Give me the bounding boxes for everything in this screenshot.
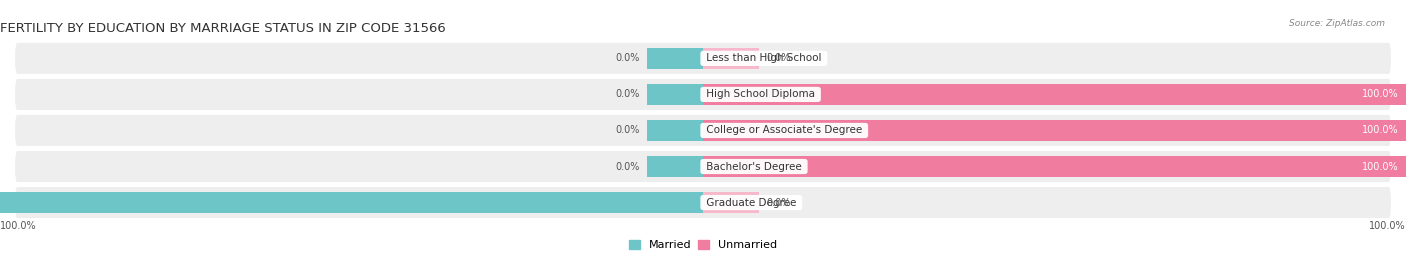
Text: 100.0%: 100.0% bbox=[0, 221, 37, 231]
Text: 0.0%: 0.0% bbox=[766, 197, 790, 208]
FancyBboxPatch shape bbox=[14, 186, 1392, 219]
Text: Graduate Degree: Graduate Degree bbox=[703, 197, 800, 208]
Bar bbox=[703, 156, 1406, 177]
Text: 0.0%: 0.0% bbox=[616, 89, 640, 100]
Text: 0.0%: 0.0% bbox=[616, 161, 640, 172]
Bar bbox=[647, 156, 703, 177]
FancyBboxPatch shape bbox=[14, 150, 1392, 183]
Bar bbox=[703, 192, 759, 213]
Bar bbox=[647, 48, 703, 69]
Text: 0.0%: 0.0% bbox=[616, 53, 640, 63]
Text: 100.0%: 100.0% bbox=[1369, 221, 1406, 231]
Text: 0.0%: 0.0% bbox=[616, 125, 640, 136]
FancyBboxPatch shape bbox=[14, 78, 1392, 111]
Bar bbox=[0, 192, 703, 213]
Text: 0.0%: 0.0% bbox=[766, 53, 790, 63]
FancyBboxPatch shape bbox=[14, 114, 1392, 147]
Text: High School Diploma: High School Diploma bbox=[703, 89, 818, 100]
Text: 100.0%: 100.0% bbox=[1362, 89, 1399, 100]
Bar bbox=[703, 84, 1406, 105]
Text: Source: ZipAtlas.com: Source: ZipAtlas.com bbox=[1289, 19, 1385, 28]
Legend: Married, Unmarried: Married, Unmarried bbox=[624, 236, 782, 255]
Text: Less than High School: Less than High School bbox=[703, 53, 825, 63]
Bar bbox=[703, 48, 759, 69]
Text: Bachelor's Degree: Bachelor's Degree bbox=[703, 161, 806, 172]
Text: 100.0%: 100.0% bbox=[1362, 161, 1399, 172]
Text: College or Associate's Degree: College or Associate's Degree bbox=[703, 125, 866, 136]
Text: 100.0%: 100.0% bbox=[1362, 125, 1399, 136]
Bar bbox=[647, 120, 703, 141]
FancyBboxPatch shape bbox=[14, 42, 1392, 75]
Text: FERTILITY BY EDUCATION BY MARRIAGE STATUS IN ZIP CODE 31566: FERTILITY BY EDUCATION BY MARRIAGE STATU… bbox=[0, 22, 446, 35]
Bar bbox=[647, 84, 703, 105]
Bar bbox=[703, 120, 1406, 141]
